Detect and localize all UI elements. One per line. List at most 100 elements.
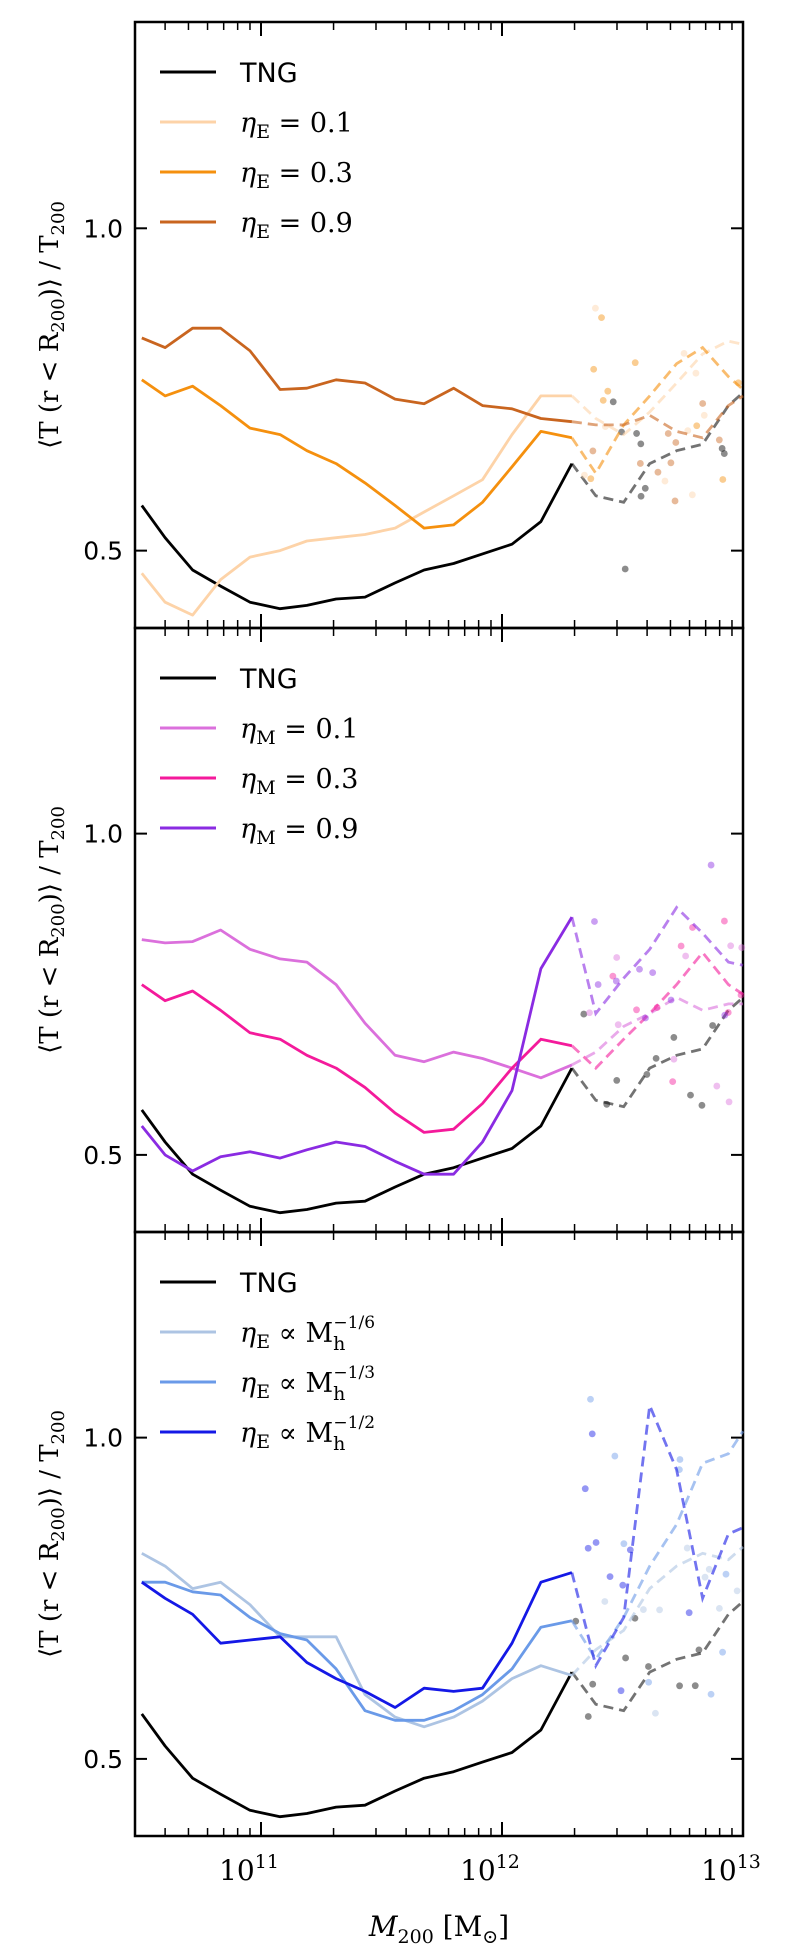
series-dash-2 xyxy=(570,1430,745,1662)
legend-label-3: ηE = 0.9 xyxy=(240,208,353,243)
scatter-point xyxy=(725,1098,733,1106)
scatter-point xyxy=(637,440,645,448)
legend-label-0: TNG xyxy=(239,58,298,89)
panels-group: 0.5 1.0 TNG ηE = 0.1 ηE = 0.3 ηE = 0.9 ⟨T (r <… xyxy=(35,20,761,1947)
scatter-point xyxy=(601,1598,609,1605)
scatter-point xyxy=(737,991,745,999)
scatter-point xyxy=(661,477,669,485)
series-line-2 xyxy=(141,378,573,530)
scatter-point xyxy=(643,1071,651,1078)
ytick-label: 1.0 xyxy=(83,214,123,243)
scatter-point xyxy=(637,492,645,500)
scatter-point xyxy=(641,484,649,492)
scatter-point xyxy=(581,1485,589,1493)
scatter-point xyxy=(604,387,612,395)
scatter-point xyxy=(715,1604,723,1612)
ytick-label: 1.0 xyxy=(83,1424,123,1453)
scatter-point xyxy=(670,1034,678,1041)
scatter-point xyxy=(587,475,595,483)
scatter-point xyxy=(639,1606,647,1613)
scatter-point xyxy=(718,445,726,452)
axes-frame xyxy=(133,1230,745,1838)
scatter-point xyxy=(614,1021,622,1029)
scatter-point xyxy=(682,952,690,960)
scatter-point xyxy=(720,450,728,457)
scatter-point xyxy=(652,1709,659,1717)
scatter-point xyxy=(670,1055,678,1063)
scatter-point xyxy=(584,1544,592,1552)
series-dash-1 xyxy=(570,1545,744,1677)
scatter-point xyxy=(667,459,675,467)
legend-label-2: ηE ∝ Mh−1/3 xyxy=(240,1363,375,1405)
xtick-label: 1013 xyxy=(701,1851,761,1887)
scatter-point xyxy=(590,365,598,373)
scatter-point xyxy=(685,1609,693,1617)
scatter-point xyxy=(705,1565,713,1573)
ytick-label: 0.5 xyxy=(83,537,123,566)
scatter-point xyxy=(606,1573,614,1580)
legend-label-0: TNG xyxy=(239,664,298,695)
scatter-point xyxy=(715,436,723,444)
scatter-point xyxy=(738,944,746,951)
series-line-0 xyxy=(140,462,574,611)
scatter-point xyxy=(722,1570,730,1578)
scatter-point xyxy=(591,918,598,925)
panel-top: 0.5 1.0 TNG ηE = 0.1 ηE = 0.3 ηE = 0.9 ⟨T (r <… xyxy=(35,20,745,630)
scatter-point xyxy=(592,1539,600,1546)
scatter-point xyxy=(589,1680,597,1688)
legend-label-3: ηE ∝ Mh−1/2 xyxy=(240,1413,375,1455)
scatter-point xyxy=(581,471,588,479)
scatter-point xyxy=(701,1573,709,1581)
legend-label-1: ηM = 0.1 xyxy=(240,714,358,749)
scatter-point xyxy=(719,1648,726,1656)
scatter-point xyxy=(613,954,621,961)
xtick-label: 1012 xyxy=(460,1851,520,1887)
legend-label-1: ηE ∝ Mh−1/6 xyxy=(240,1313,375,1355)
series-line-1 xyxy=(141,1552,573,1729)
scatter-point xyxy=(671,497,679,505)
scatter-point xyxy=(588,1430,596,1438)
scatter-point xyxy=(613,1077,621,1084)
series-line-1 xyxy=(140,394,572,617)
series-dash-0 xyxy=(570,391,744,504)
series-line-2 xyxy=(141,1580,573,1722)
legend-label-1: ηE = 0.1 xyxy=(240,108,353,143)
scatter-point xyxy=(642,1014,649,1022)
ytick-label: 1.0 xyxy=(83,820,123,849)
scatter-point xyxy=(677,942,685,950)
y-axis-label: ⟨T (r < R200)⟩ / T200 xyxy=(35,1410,69,1658)
series-line-3 xyxy=(141,1571,573,1709)
series-dash-0 xyxy=(570,996,744,1109)
scatter-point xyxy=(653,1004,661,1011)
scatter-point xyxy=(691,1682,699,1690)
scatter-point xyxy=(586,1009,593,1017)
scatter-point xyxy=(733,1587,741,1595)
legend-label-0: TNG xyxy=(239,1268,298,1299)
scatter-point xyxy=(652,1054,660,1062)
scatter-point xyxy=(672,439,680,446)
scatter-point xyxy=(587,1395,594,1403)
series-line-0 xyxy=(140,1671,574,1819)
scatter-point xyxy=(584,1713,592,1720)
scatter-point xyxy=(688,491,696,499)
scatter-point xyxy=(633,1006,640,1014)
scatter-point xyxy=(580,1010,588,1018)
scatter-point xyxy=(612,977,620,985)
scatter-point xyxy=(609,398,617,406)
scatter-point xyxy=(649,969,657,977)
scatter-point xyxy=(709,1022,717,1029)
scatter-point xyxy=(620,1540,628,1548)
legend-label-3: ηM = 0.9 xyxy=(240,814,358,849)
scatter-point xyxy=(622,1654,629,1662)
scatter-point xyxy=(664,430,672,437)
scatter-point xyxy=(654,468,662,476)
scatter-point xyxy=(656,1606,663,1614)
scatter-point xyxy=(626,1546,634,1554)
series-dash-2 xyxy=(570,950,744,1071)
x-axis-label: M200 [M⊙] xyxy=(368,1910,509,1947)
series-dash-1 xyxy=(571,995,743,1067)
ytick-label: 0.5 xyxy=(83,1745,123,1774)
scatter-point xyxy=(719,476,727,483)
scatter-point xyxy=(594,981,602,988)
